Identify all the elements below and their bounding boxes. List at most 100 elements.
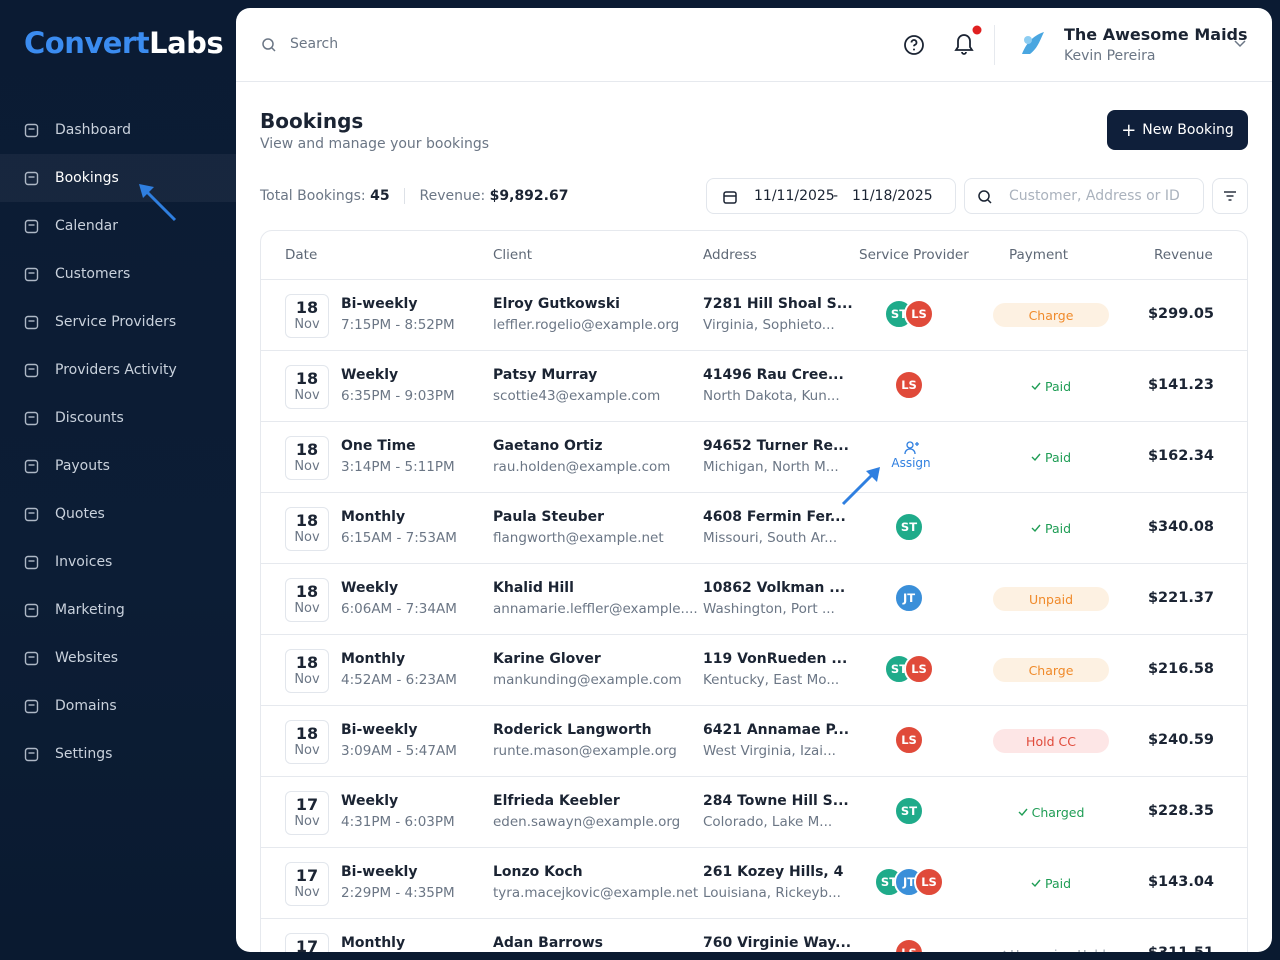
client-email: eden.sawayn@example.org (493, 814, 681, 830)
user-name[interactable]: Kevin Pereira (1064, 48, 1156, 64)
payment-status: Unpaid (993, 587, 1109, 611)
nav-icon (24, 651, 39, 666)
address-line2: Kentucky, East Mo... (703, 672, 840, 688)
day: 18 (295, 298, 319, 317)
booking-row[interactable]: 18 Nov Bi-weekly 7:15PM - 8:52PM Elroy Gutko… (261, 279, 1247, 350)
month: Nov (294, 885, 320, 900)
nav-item[interactable]: Dashboard (0, 106, 236, 154)
notifications-icon[interactable] (951, 24, 983, 56)
frequency: Weekly (341, 793, 399, 809)
nav-item[interactable]: Domains (0, 682, 236, 730)
date-from[interactable]: 11/11/2025 (754, 188, 835, 204)
client-email: tyra.macejkovic@example.net (493, 885, 699, 901)
date-box: 18 Nov (285, 578, 329, 622)
column-header: Payment (1009, 247, 1069, 263)
day: 18 (295, 582, 319, 601)
company-logo (1022, 32, 1044, 54)
payment-label: Paid (1044, 449, 1072, 465)
frequency: Weekly (341, 580, 399, 596)
company-name[interactable]: The Awesome Maids (1064, 25, 1248, 44)
nav-item[interactable]: Invoices (0, 538, 236, 586)
day: 18 (295, 511, 319, 530)
client-email: mankunding@example.com (493, 672, 682, 688)
nav-item[interactable]: Settings (0, 730, 236, 778)
assign-button[interactable]: Assign (881, 440, 941, 470)
nav-item[interactable]: Providers Activity (0, 346, 236, 394)
frequency: Monthly (341, 651, 406, 667)
client-email: rau.holden@example.com (493, 459, 671, 475)
nav-icon (24, 555, 39, 570)
revenue: $299.05 (1147, 306, 1215, 322)
revenue: $240.59 (1147, 732, 1215, 748)
column-header: Date (285, 247, 318, 263)
frequency: Bi-weekly (341, 864, 418, 880)
client-name: Roderick Langworth (493, 722, 652, 738)
frequency: Monthly (341, 935, 406, 951)
payment-status: Charge (993, 658, 1109, 682)
nav-item[interactable]: Quotes (0, 490, 236, 538)
address-line1: 6421 Annamae P... (703, 722, 850, 738)
button-label: New Booking (1142, 122, 1234, 138)
booking-row[interactable]: 17 Nov Bi-weekly 2:29PM - 4:35PM Lonzo Koch t… (261, 847, 1247, 918)
search-icon (978, 190, 992, 204)
month: Nov (294, 530, 320, 545)
time: 7:15PM - 8:52PM (341, 317, 455, 333)
address-line1: 10862 Volkman ... (703, 580, 846, 596)
logo-part: Labs (149, 26, 224, 60)
date-box: 18 Nov (285, 720, 329, 764)
payment-status: Upcoming Hold (993, 942, 1109, 952)
column-header: Client (493, 247, 533, 263)
nav-item[interactable]: Calendar (0, 202, 236, 250)
account-dropdown[interactable] (1233, 39, 1247, 49)
nav-item[interactable]: Websites (0, 634, 236, 682)
booking-row[interactable]: 18 Nov Monthly 6:15AM - 7:53AM Paula Steuber… (261, 492, 1247, 563)
help-icon[interactable] (903, 34, 925, 56)
day: 18 (295, 369, 319, 388)
client-name: Patsy Murray (493, 367, 598, 383)
nav-item[interactable]: Bookings (0, 154, 236, 202)
payment-status: Paid (993, 516, 1109, 540)
payment-label: Upcoming Hold (1010, 947, 1106, 953)
booking-row[interactable]: 18 Nov One Time 3:14PM - 5:11PM Gaetano Orti… (261, 421, 1247, 492)
booking-row[interactable]: 18 Nov Monthly 4:52AM - 6:23AM Karine Glover… (261, 634, 1247, 705)
address-line2: Colorado, Lake M... (703, 814, 833, 830)
bookings-table: Date Client Address Service Provider Payment… (260, 230, 1248, 952)
column-header: Revenue (1154, 247, 1213, 263)
revenue: $311.51 (1131, 945, 1231, 952)
nav-item[interactable]: Customers (0, 250, 236, 298)
divider (994, 25, 995, 65)
address-line1: 760 Virginie Way... (703, 935, 852, 951)
nav-icon (24, 507, 39, 522)
date-box: 18 Nov (285, 436, 329, 480)
filter-button[interactable] (1212, 178, 1248, 214)
status-icon (1031, 524, 1041, 533)
nav-item[interactable]: Discounts (0, 394, 236, 442)
search-input[interactable]: Search (290, 36, 339, 52)
search-icon (262, 38, 276, 52)
date-to[interactable]: 11/18/2025 (852, 188, 933, 204)
address-line1: 284 Towne Hill S... (703, 793, 849, 809)
logo[interactable]: ConvertLabs (24, 26, 224, 60)
nav-item[interactable]: Service Providers (0, 298, 236, 346)
revenue: $143.04 (1147, 874, 1215, 890)
stat-value: 45 (370, 188, 390, 204)
nav-item[interactable]: Payouts (0, 442, 236, 490)
address-line2: West Virginia, Izai... (703, 743, 836, 759)
booking-row[interactable]: 18 Nov Weekly 6:06AM - 7:34AM Khalid Hill ann… (261, 563, 1247, 634)
booking-row[interactable]: 18 Nov Bi-weekly 3:09AM - 5:47AM Roderick La… (261, 705, 1247, 776)
booking-search[interactable]: Customer, Address or ID (964, 178, 1204, 214)
nav-icon (24, 123, 39, 138)
booking-row[interactable]: 18 Nov Weekly 6:35PM - 9:03PM Patsy Murray sc… (261, 350, 1247, 421)
time: 6:35PM - 9:03PM (341, 388, 455, 404)
date-range[interactable]: 11/11/2025 - 11/18/2025 (706, 178, 956, 214)
booking-row[interactable]: 17 Nov Weekly 4:31PM - 6:03PM Elfrieda Keebl… (261, 776, 1247, 847)
address-line1: 261 Kozey Hills, 4 (703, 864, 844, 880)
client-email: scottie43@example.com (493, 388, 661, 404)
date-separator: - (833, 188, 839, 204)
client-name: Elfrieda Keebler (493, 793, 620, 809)
new-booking-button[interactable]: + New Booking (1107, 110, 1248, 150)
nav-item[interactable]: Marketing (0, 586, 236, 634)
